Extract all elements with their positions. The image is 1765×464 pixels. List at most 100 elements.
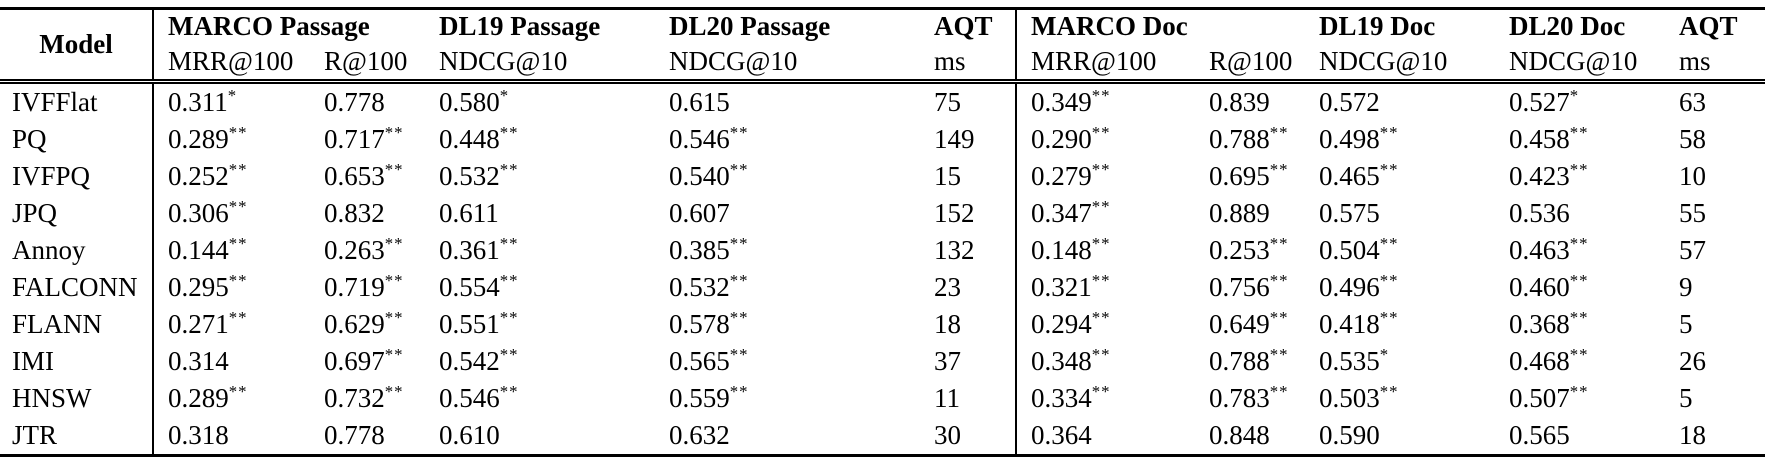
value-cell: 0.448** bbox=[439, 123, 519, 154]
group-header-dl20-passage: DL20 Passage bbox=[669, 11, 831, 41]
group-header-aqt-doc: AQT bbox=[1679, 11, 1738, 41]
value-cell: 149 bbox=[920, 121, 1018, 158]
significance-marker: ** bbox=[729, 308, 749, 327]
value-cell: 10 bbox=[1679, 161, 1707, 191]
table-row: HNSW 0.289** 0.732** 0.546** 0.559** 11 0.334*… bbox=[0, 380, 1765, 417]
value-cell: 0.295** bbox=[168, 271, 248, 302]
significance-marker: ** bbox=[499, 271, 519, 290]
significance-marker: ** bbox=[729, 345, 749, 364]
model-name-cell: HNSW bbox=[0, 380, 154, 417]
table-row: FLANN 0.271** 0.629** 0.551** 0.578** 18 0.294… bbox=[0, 306, 1765, 343]
value-cell: 0.783** bbox=[1209, 382, 1289, 413]
value-cell: 0.551** bbox=[439, 308, 519, 339]
group-header-dl20-doc: DL20 Doc bbox=[1509, 11, 1626, 41]
value-cell: 0.289** bbox=[168, 382, 248, 413]
significance-marker: * bbox=[227, 86, 238, 105]
group-header-dl19-passage: DL19 Passage bbox=[439, 11, 601, 41]
value-cell: 0.788** bbox=[1209, 345, 1289, 376]
significance-marker: * bbox=[1569, 86, 1580, 105]
significance-marker: ** bbox=[729, 382, 749, 401]
value-cell: 0.756** bbox=[1209, 271, 1289, 302]
significance-marker: ** bbox=[499, 382, 519, 401]
significance-marker: ** bbox=[1569, 308, 1589, 327]
significance-marker: ** bbox=[1269, 160, 1289, 179]
significance-marker: ** bbox=[228, 308, 248, 327]
value-cell: 0.463** bbox=[1509, 234, 1589, 265]
significance-marker: ** bbox=[1569, 271, 1589, 290]
value-cell: 0.832 bbox=[324, 198, 385, 228]
value-cell: 0.347** bbox=[1031, 197, 1111, 228]
significance-marker: ** bbox=[1379, 382, 1399, 401]
value-cell: 0.361** bbox=[439, 234, 519, 265]
significance-marker: ** bbox=[1091, 197, 1111, 216]
significance-marker: ** bbox=[1379, 271, 1399, 290]
subheader-ndcg10-dl20-doc: NDCG@10 bbox=[1495, 43, 1666, 84]
significance-marker: ** bbox=[1379, 123, 1399, 142]
significance-marker: * bbox=[499, 86, 510, 105]
value-cell: 0.321** bbox=[1031, 271, 1111, 302]
table-row: FALCONN 0.295** 0.719** 0.554** 0.532** 23 0.3… bbox=[0, 269, 1765, 306]
significance-marker: ** bbox=[1091, 271, 1111, 290]
table-header: Model MARCO Passage DL19 Passage DL20 Pa… bbox=[0, 8, 1765, 84]
significance-marker: ** bbox=[1269, 123, 1289, 142]
value-cell: 132 bbox=[920, 232, 1018, 269]
significance-marker: * bbox=[1379, 345, 1390, 364]
subheader-mrr100-passage: MRR@100 bbox=[153, 43, 310, 84]
value-cell: 0.697** bbox=[324, 345, 404, 376]
significance-marker: ** bbox=[1091, 234, 1111, 253]
significance-marker: ** bbox=[384, 382, 404, 401]
value-cell: 0.306** bbox=[168, 197, 248, 228]
value-cell: 23 bbox=[920, 269, 1018, 306]
value-cell: 0.271** bbox=[168, 308, 248, 339]
value-cell: 0.460** bbox=[1509, 271, 1589, 302]
value-cell: 0.889 bbox=[1209, 198, 1270, 228]
significance-marker: ** bbox=[1091, 123, 1111, 142]
value-cell: 0.590 bbox=[1319, 420, 1380, 450]
value-cell: 26 bbox=[1679, 346, 1707, 376]
significance-marker: ** bbox=[499, 234, 519, 253]
value-cell: 0.498** bbox=[1319, 123, 1399, 154]
value-cell: 0.848 bbox=[1209, 420, 1270, 450]
value-cell: 0.527* bbox=[1509, 86, 1580, 117]
significance-marker: ** bbox=[499, 345, 519, 364]
value-cell: 30 bbox=[920, 417, 1018, 456]
significance-marker: ** bbox=[729, 160, 749, 179]
significance-marker: ** bbox=[729, 271, 749, 290]
subheader-r100-passage: R@100 bbox=[310, 43, 426, 84]
value-cell: 0.144** bbox=[168, 234, 248, 265]
model-name-cell: JTR bbox=[0, 417, 154, 456]
value-cell: 0.611 bbox=[439, 198, 499, 228]
significance-marker: ** bbox=[384, 308, 404, 327]
value-cell: 0.607 bbox=[669, 198, 730, 228]
significance-marker: ** bbox=[499, 308, 519, 327]
group-header-marco-doc: MARCO Doc bbox=[1031, 11, 1188, 41]
results-table-body: IVFFlat 0.311* 0.778 0.580* 0.615 75 0.349** 0.… bbox=[0, 81, 1765, 456]
value-cell: 0.653** bbox=[324, 160, 404, 191]
model-name-cell: IMI bbox=[0, 343, 154, 380]
significance-marker: ** bbox=[1091, 345, 1111, 364]
value-cell: 0.318 bbox=[168, 420, 229, 450]
value-cell: 0.468** bbox=[1509, 345, 1589, 376]
significance-marker: ** bbox=[729, 234, 749, 253]
table-row: JPQ 0.306** 0.832 0.611 0.607 152 0.347** 0.889… bbox=[0, 195, 1765, 232]
significance-marker: ** bbox=[1379, 160, 1399, 179]
value-cell: 0.778 bbox=[324, 420, 385, 450]
subheader-ndcg10-dl19-doc: NDCG@10 bbox=[1305, 43, 1496, 84]
value-cell: 0.578** bbox=[669, 308, 749, 339]
model-name-cell: Annoy bbox=[0, 232, 154, 269]
table-row: IVFFlat 0.311* 0.778 0.580* 0.615 75 0.349** 0.… bbox=[0, 81, 1765, 121]
value-cell: 0.540** bbox=[669, 160, 749, 191]
value-cell: 5 bbox=[1679, 309, 1693, 339]
value-cell: 0.572 bbox=[1319, 87, 1380, 117]
value-cell: 0.148** bbox=[1031, 234, 1111, 265]
value-cell: 75 bbox=[920, 81, 1018, 121]
value-cell: 0.546** bbox=[669, 123, 749, 154]
significance-marker: ** bbox=[729, 123, 749, 142]
significance-marker: ** bbox=[1379, 308, 1399, 327]
value-cell: 0.778 bbox=[324, 87, 385, 117]
value-cell: 63 bbox=[1679, 87, 1707, 117]
significance-marker: ** bbox=[1269, 271, 1289, 290]
group-header-marco-passage: MARCO Passage bbox=[168, 11, 370, 41]
significance-marker: ** bbox=[228, 382, 248, 401]
value-cell: 0.629** bbox=[324, 308, 404, 339]
